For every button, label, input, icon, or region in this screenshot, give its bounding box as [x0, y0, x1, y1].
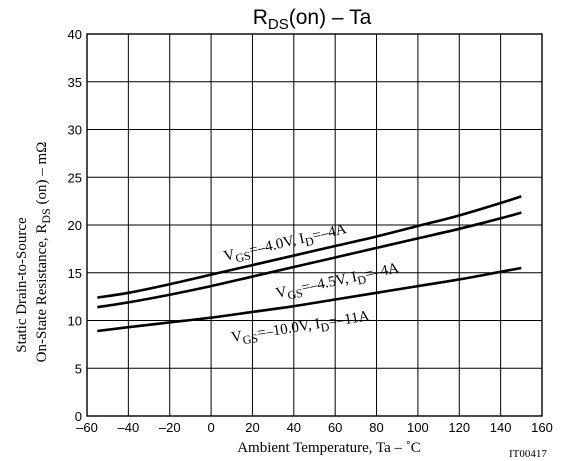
chart-title: RDS(on) – Ta [253, 6, 372, 33]
x-tick-label-4: 20 [245, 420, 259, 435]
figure-id: IT00417 [509, 448, 547, 460]
title-main: R [253, 6, 268, 29]
y-tick-label-2: 10 [68, 314, 82, 329]
x-tick-label-2: –20 [159, 420, 181, 435]
y-tick-label-8: 40 [68, 27, 82, 42]
y-ticks: 0 5 10 15 20 25 30 35 40 [68, 27, 82, 424]
y-tick-label-3: 15 [68, 266, 82, 281]
title-sub: DS [268, 16, 289, 33]
series-label-3: VGS=–10.0V, ID=–11A [230, 308, 371, 349]
x-axis-label: Ambient Temperature, Ta – ˚C [237, 440, 421, 456]
title-rest: (on) – Ta [289, 6, 372, 29]
y-tick-label-6: 30 [68, 123, 82, 138]
x-tick-label-11: 160 [531, 420, 553, 435]
series [97, 196, 521, 331]
x-tick-label-10: 140 [490, 420, 512, 435]
y-tick-label-7: 35 [68, 75, 82, 90]
x-tick-label-7: 80 [369, 420, 383, 435]
x-tick-label-3: 0 [207, 420, 214, 435]
y-tick-label-5: 25 [68, 170, 82, 185]
series-label-1: VGS=–4.0V, ID=–4A [222, 221, 348, 268]
y-tick-label-1: 5 [75, 361, 82, 376]
y-axis-label-line2: On-State Resistance, RDS (on) – mΩ [34, 142, 53, 363]
y-tick-label-0: 0 [75, 409, 82, 424]
y-axis-label-line1: Static Drain-to-Source [14, 217, 30, 353]
x-ticks: –60 –40 –20 0 20 40 60 80 100 120 140 160 [76, 420, 553, 435]
x-tick-label-9: 120 [448, 420, 470, 435]
x-tick-label-8: 100 [407, 420, 429, 435]
x-tick-label-5: 40 [287, 420, 301, 435]
x-tick-label-1: –40 [118, 420, 140, 435]
y-tick-label-4: 20 [68, 218, 82, 233]
x-tick-label-6: 60 [328, 420, 342, 435]
